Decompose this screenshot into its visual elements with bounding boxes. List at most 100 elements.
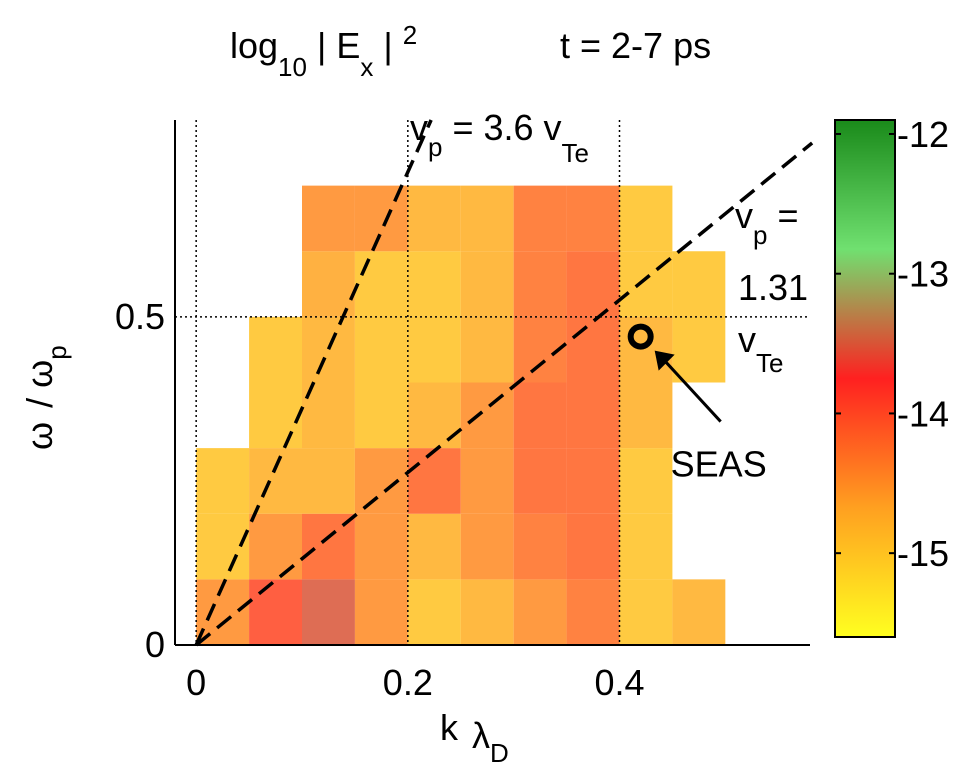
label-part: v: [738, 319, 756, 360]
colorbar: [834, 119, 896, 638]
heatmap-cell: [354, 579, 408, 645]
heatmap-cell: [566, 579, 620, 645]
heatmap-cell: [407, 185, 461, 252]
label-part: k: [440, 707, 459, 748]
heatmap-cell: [513, 382, 567, 449]
arrow-head: [654, 350, 675, 371]
heatmap-cell: [249, 513, 302, 580]
x-tick-label: 0: [186, 662, 206, 703]
heatmap-cell: [513, 185, 567, 252]
title-part: x: [360, 52, 373, 82]
heatmap-cell: [302, 251, 355, 317]
annotation-arrow: [661, 357, 722, 423]
y-tick-label: 0: [145, 624, 165, 665]
heatmap-cell: [354, 316, 408, 383]
heatmap-cell: [196, 513, 250, 580]
heatmap-cell: [566, 251, 620, 317]
heatmap-cell: [407, 448, 461, 514]
heatmap-cell: [196, 579, 250, 645]
heatmap-cell: [354, 185, 408, 252]
heatmap-cell: [513, 448, 567, 514]
label-part: v: [735, 195, 753, 236]
heatmap-cell: [249, 579, 302, 645]
x-axis-label: k λD: [440, 707, 509, 767]
label-part: Te: [756, 348, 783, 378]
label-part: / ω: [19, 360, 60, 408]
line-label: vp = 3.6 vTe: [410, 107, 589, 168]
title-part: 10: [278, 52, 307, 82]
heatmap-cell: [566, 382, 620, 449]
heatmap-cell: [513, 513, 567, 580]
heatmap-cell: [460, 579, 514, 645]
heatmap-cell: [249, 316, 302, 383]
chart-subtitle: t = 2-7 ps: [560, 25, 711, 66]
heatmap-cell: [460, 513, 514, 580]
title-part: log: [230, 25, 278, 66]
heatmap-cell: [460, 448, 514, 514]
y-tick-label: 0.5: [115, 296, 165, 337]
line-label: vp =: [735, 195, 799, 250]
heatmap-cell: [407, 513, 461, 580]
heatmap-cell: [460, 251, 514, 317]
label-part: D: [490, 738, 509, 767]
title-part: |: [373, 25, 402, 66]
label-part: =: [767, 195, 798, 236]
dashed-line: [194, 119, 433, 646]
heatmap-cell: [672, 579, 726, 645]
heatmap-cell: [460, 382, 514, 449]
heatmap-cell: [566, 185, 620, 252]
heatmap-cell: [619, 513, 673, 580]
annotation-text: SEAS: [671, 444, 767, 485]
colorbar-tick-label: -14: [897, 393, 949, 434]
line-label: vTe: [738, 319, 783, 378]
label-part: ω: [19, 422, 60, 450]
heatmap-cell: [354, 251, 408, 317]
label-part: p: [42, 345, 72, 359]
label-part: p: [428, 132, 442, 162]
colorbar-tick-label: -13: [897, 254, 949, 295]
chart-title: log10 | Ex | 2: [230, 20, 417, 82]
heatmap-cell: [354, 513, 408, 580]
heatmap-cell: [196, 448, 250, 514]
label-part: Te: [562, 138, 589, 168]
heatmap-cell: [460, 185, 514, 252]
heatmap-cell: [513, 251, 567, 317]
line-label: 1.31: [738, 267, 808, 308]
y-axis-label: ω / ωp: [19, 345, 72, 450]
heatmap-cell: [672, 251, 726, 317]
heatmap-cell: [619, 579, 673, 645]
colorbar-tick-label: -15: [897, 533, 949, 574]
label-part: = 3.6 v: [442, 107, 561, 148]
heatmap-cell: [407, 251, 461, 317]
heatmap-cell: [566, 513, 620, 580]
title-part: 2: [403, 20, 417, 50]
heatmap-cell: [249, 448, 302, 514]
heatmap-cell: [619, 185, 673, 252]
heatmap-cell: [619, 448, 673, 514]
label-part: λ: [472, 715, 490, 756]
heatmap-cell: [354, 382, 408, 449]
heatmap-cell: [619, 382, 673, 449]
heatmap-cell: [672, 316, 726, 383]
label-part: p: [753, 220, 767, 250]
heatmap-cell: [407, 316, 461, 383]
heatmap-cell: [566, 448, 620, 514]
heatmap-cell: [460, 316, 514, 383]
title-part: | E: [307, 25, 360, 66]
heatmap-cell: [302, 448, 355, 514]
colorbar-tick-label: -12: [897, 114, 949, 155]
x-tick-label: 0.2: [383, 662, 433, 703]
heatmap-cell: [302, 579, 355, 645]
heatmap-cell: [302, 382, 355, 449]
heatmap-cell: [302, 316, 355, 383]
heatmap-cell: [566, 316, 620, 383]
x-tick-label: 0.4: [594, 662, 644, 703]
heatmap-cell: [407, 382, 461, 449]
dashed-line: [195, 141, 814, 647]
heatmap-cell: [249, 382, 302, 449]
label-part: v: [410, 107, 428, 148]
heatmap-cell: [354, 448, 408, 514]
annotation-marker: [627, 323, 654, 350]
heatmap-cell: [407, 579, 461, 645]
